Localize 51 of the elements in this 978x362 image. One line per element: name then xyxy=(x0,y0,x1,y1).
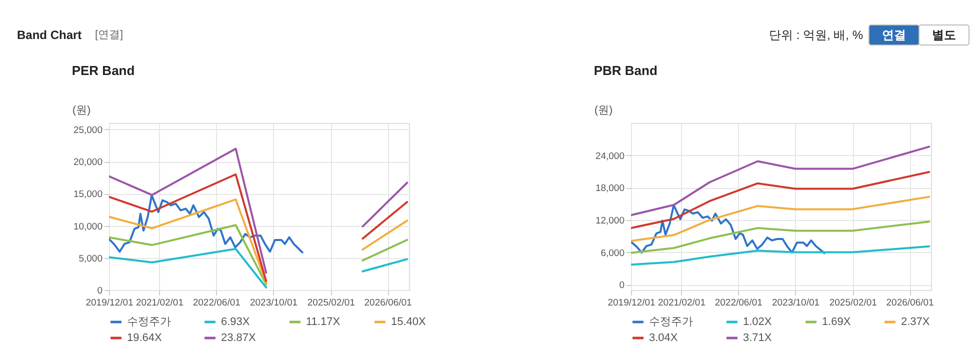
legend-label: 수정주가 xyxy=(127,316,171,328)
y-tick-label: 24,000 xyxy=(595,150,624,162)
x-tick-label: 2025/02/01 xyxy=(829,298,877,308)
line-series xyxy=(631,171,930,230)
y-tick-label: 25,000 xyxy=(73,124,102,136)
legend-label: 2.37X xyxy=(901,316,930,328)
legend-label: 1.69X xyxy=(822,316,852,328)
y-axis-title: (원) xyxy=(594,104,613,116)
y-axis-title: (원) xyxy=(72,104,91,116)
x-tick-label: 2019/12/01 xyxy=(608,298,656,308)
legend-label: 11.17X xyxy=(306,316,341,328)
text: 연결 xyxy=(882,28,906,42)
y-tick-label: 12,000 xyxy=(595,215,624,226)
x-tick-label: 2019/12/01 xyxy=(86,298,134,308)
line-series xyxy=(631,204,826,254)
text: 별도 xyxy=(932,28,956,42)
legend-label: 15.40X xyxy=(391,316,427,328)
legend-label: 1.02X xyxy=(743,316,772,328)
x-tick-label: 2021/02/01 xyxy=(658,298,706,308)
x-tick-label: 2022/06/01 xyxy=(192,298,240,308)
x-tick-label: 2021/02/01 xyxy=(136,298,184,308)
line-series xyxy=(631,146,930,216)
y-tick-label: 5,000 xyxy=(78,253,102,264)
legend-label: 6.93X xyxy=(221,316,250,328)
y-tick-label: 0 xyxy=(619,280,624,292)
legend-label: 수정주가 xyxy=(649,316,693,328)
chart-title: PBR Band xyxy=(594,63,658,78)
legend-label: 19.64X xyxy=(127,332,163,344)
text: 단위 : 억원, 배, % xyxy=(768,28,864,42)
chart-title: PER Band xyxy=(72,63,135,78)
y-tick-label: 10,000 xyxy=(73,221,102,232)
y-tick-label: 18,000 xyxy=(595,183,624,194)
line-series xyxy=(631,196,930,242)
legend-label: 3.04X xyxy=(649,332,678,344)
x-tick-label: 2022/06/01 xyxy=(714,298,762,308)
x-tick-label: 2023/10/01 xyxy=(772,298,820,308)
y-tick-label: 15,000 xyxy=(73,189,102,200)
legend-label: 23.87X xyxy=(221,332,257,344)
y-tick-label: 20,000 xyxy=(73,157,102,168)
text: Band Chart xyxy=(17,28,82,42)
line-series xyxy=(631,220,930,254)
text: [연결] xyxy=(95,29,124,41)
y-tick-label: 6,000 xyxy=(600,248,624,259)
y-tick-label: 0 xyxy=(97,286,102,296)
line-series xyxy=(631,245,930,266)
legend-label: 3.71X xyxy=(743,332,772,344)
x-tick-label: 2025/02/01 xyxy=(307,298,355,308)
x-tick-label: 2026/06/01 xyxy=(364,298,412,308)
x-tick-label: 2026/06/01 xyxy=(886,298,934,308)
x-tick-label: 2023/10/01 xyxy=(250,298,298,308)
line-series xyxy=(109,194,304,254)
